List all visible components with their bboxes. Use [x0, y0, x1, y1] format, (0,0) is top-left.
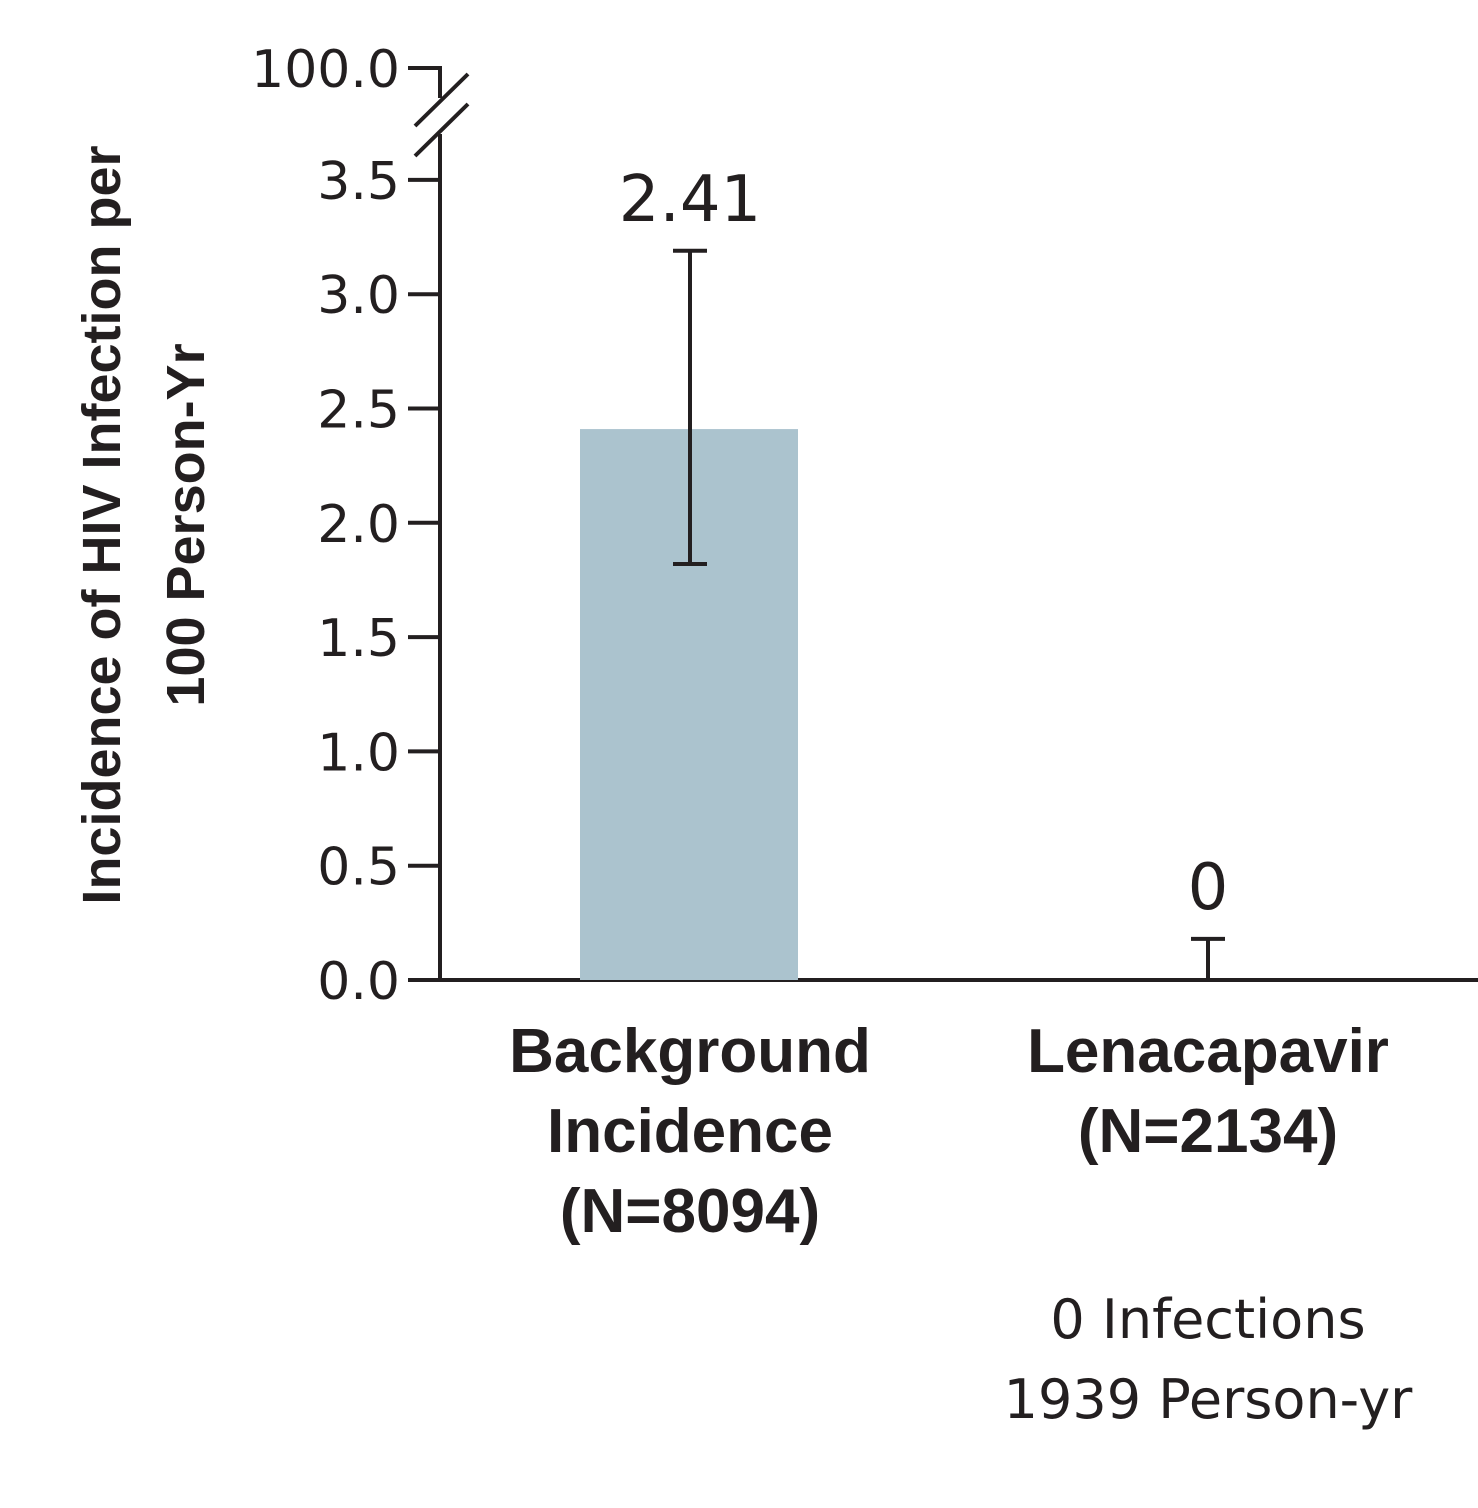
value-label: 2.41: [619, 163, 762, 237]
y-tick-label: 1.5: [317, 609, 400, 669]
value-labels: 2.41 0: [619, 163, 1229, 925]
error-bars: [673, 248, 1225, 980]
value-label: 0: [1188, 851, 1229, 925]
category-label-line: (N=8094): [560, 1177, 820, 1246]
category-note-line: 0 Infections: [1050, 1288, 1365, 1351]
y-tick-label: 3.0: [317, 266, 400, 326]
y-axis-title-line: 100 Person-Yr: [156, 343, 216, 706]
y-axis-label: Incidence of HIV Infection per 100 Person…: [72, 145, 216, 904]
category-label-line: Lenacapavir: [1027, 1017, 1389, 1086]
y-tick-label: 1.0: [317, 723, 400, 783]
category-label-line: (N=2134): [1078, 1097, 1338, 1166]
category-label-line: Background: [509, 1017, 871, 1086]
y-tick-label: 0.0: [317, 952, 400, 1012]
y-axis-ticks: 0.0 0.5 1.0 1.5 2.0 2.5 3.0 3.5 100.0: [251, 40, 442, 1012]
category-labels: Background Incidence (N=8094) Lenacapavir (N…: [509, 1017, 1389, 1246]
axes: [413, 68, 1478, 982]
category-label-line: Incidence: [547, 1097, 833, 1166]
y-axis-title-line: Incidence of HIV Infection per: [72, 145, 132, 904]
y-tick-label: 0.5: [317, 838, 400, 898]
y-tick-label: 2.5: [317, 381, 400, 441]
axis-break-mark: [413, 102, 470, 158]
category-note-line: 1939 Person-yr: [1004, 1368, 1414, 1431]
y-tick-label: 2.0: [317, 495, 400, 555]
y-tick-label: 3.5: [317, 152, 400, 212]
y-tick-label: 100.0: [251, 40, 400, 100]
category-notes: 0 Infections 1939 Person-yr: [1004, 1288, 1414, 1431]
axis-break-mark: [413, 72, 470, 128]
y-axis-title: Incidence of HIV Infection per 100 Person…: [72, 145, 216, 904]
